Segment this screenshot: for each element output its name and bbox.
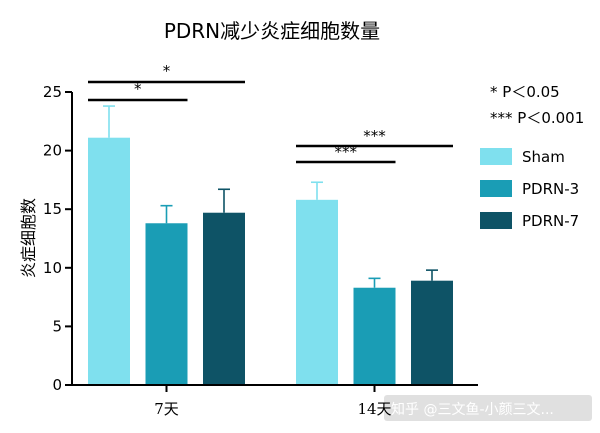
significance-brackets: ******** bbox=[88, 62, 453, 164]
bar-pdrn-3 bbox=[353, 287, 396, 385]
y-tick-label: 15 bbox=[43, 200, 62, 218]
significance-note: * P＜0.05 bbox=[490, 83, 560, 101]
significance-note: *** P＜0.001 bbox=[490, 109, 584, 127]
significance-notes: * P＜0.05 *** P＜0.001 bbox=[490, 83, 584, 127]
watermark: 知乎 @三文鱼-小颜三文... bbox=[391, 401, 554, 418]
chart-title: PDRN减少炎症细胞数量 bbox=[164, 19, 380, 43]
bars bbox=[88, 137, 453, 385]
x-category-label: 7天 bbox=[154, 400, 179, 418]
y-tick-label: 25 bbox=[43, 83, 62, 101]
legend-label: PDRN-3 bbox=[522, 180, 579, 198]
watermark-backdrop bbox=[384, 395, 592, 421]
bar-sham bbox=[88, 137, 130, 385]
bar-pdrn-7 bbox=[411, 280, 453, 385]
legend-swatch bbox=[480, 212, 512, 229]
y-tick-label: 0 bbox=[52, 376, 62, 394]
legend-swatch bbox=[480, 180, 512, 197]
legend-label: PDRN-7 bbox=[522, 212, 579, 230]
legend-label: Sham bbox=[522, 148, 565, 166]
y-axis-label: 炎症细胞数 bbox=[19, 198, 38, 278]
y-axis-ticks: 0 5 10 15 20 25 bbox=[43, 83, 72, 394]
y-tick-label: 20 bbox=[43, 142, 62, 160]
significance-marker: *** bbox=[335, 143, 358, 161]
legend-swatch bbox=[480, 148, 512, 165]
significance-marker: * bbox=[134, 80, 142, 98]
bar-sham bbox=[296, 199, 338, 385]
x-category-label: 14天 bbox=[357, 400, 391, 418]
x-axis-categories: 7天 14天 bbox=[154, 385, 392, 418]
y-tick-label: 5 bbox=[52, 317, 62, 335]
error-bars bbox=[103, 105, 438, 288]
bar-pdrn-7 bbox=[203, 212, 245, 385]
legend: Sham PDRN-3 PDRN-7 bbox=[480, 148, 579, 230]
bar-pdrn-3 bbox=[145, 223, 188, 385]
significance-marker: *** bbox=[363, 127, 386, 145]
significance-marker: * bbox=[163, 62, 171, 80]
y-tick-label: 10 bbox=[43, 259, 62, 277]
